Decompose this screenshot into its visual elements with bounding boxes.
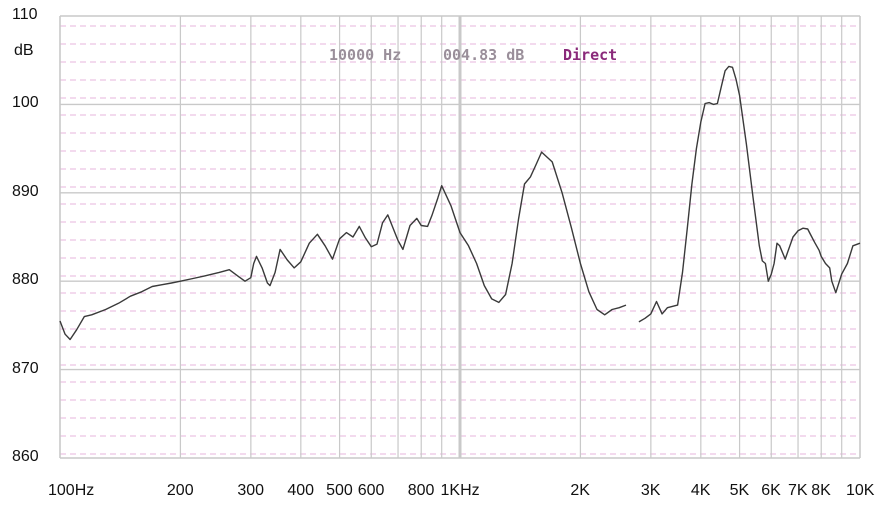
mode-readout: Direct: [563, 46, 618, 64]
x-tick-label: 8K: [811, 482, 831, 499]
y-tick-label: 110: [12, 6, 38, 23]
x-tick-label: 200: [166, 482, 194, 499]
y-axis-unit-label: dB: [14, 42, 34, 59]
x-tick-label: 5K: [729, 482, 750, 499]
x-tick-label: 300: [237, 482, 265, 499]
x-tick-label: 4K: [690, 482, 711, 499]
y-tick-label: 890: [12, 182, 39, 200]
y-tick-label: 100: [12, 94, 39, 112]
x-tick-label: 800: [407, 482, 435, 499]
x-tick-label: 1KHz: [440, 482, 480, 499]
level-readout: 004.83 dB: [443, 46, 525, 64]
x-tick-label: 7K: [788, 482, 808, 499]
x-tick-label: 10K: [846, 482, 875, 499]
x-tick-label: 2K: [570, 482, 590, 499]
grid-layer: [59, 15, 861, 459]
x-tick-label: 6K: [761, 482, 781, 499]
x-tick-label: 3K: [640, 482, 661, 499]
response-trace: [59, 151, 627, 341]
y-tick-label: 860: [12, 448, 39, 465]
y-tick-label: 880: [12, 271, 39, 289]
x-tick-label: 400: [287, 482, 315, 499]
trace-layer: [59, 65, 861, 341]
x-tick-label: 600: [357, 482, 385, 499]
response-trace: [638, 65, 861, 323]
frequency-readout: 10000 Hz: [329, 46, 402, 64]
y-tick-label: 870: [12, 359, 39, 377]
x-tick-label: 100Hz: [48, 482, 95, 499]
x-tick-label: 500: [326, 482, 353, 499]
